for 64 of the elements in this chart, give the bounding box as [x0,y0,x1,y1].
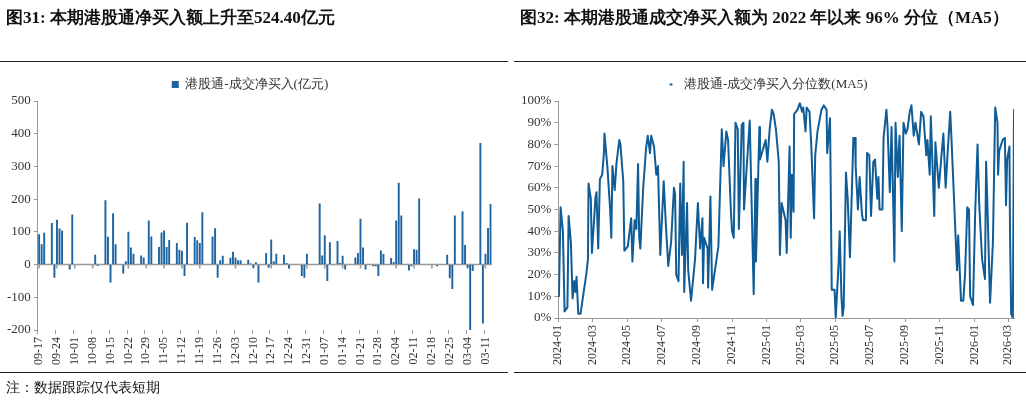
y-tick-label: 10% [527,287,552,303]
y-tick-label: 80% [527,135,552,151]
x-tick-label: 2025-09 [897,325,912,365]
x-tick-label: 10-22 [120,337,135,365]
y-tick-label: -100 [6,288,31,304]
x-tick-label: 02-18 [424,337,439,365]
y-tick-label: 100 [11,223,31,239]
y-tick-label: 20% [527,266,552,282]
x-tick-label: 12-24 [281,337,296,365]
x-tick-label: 01-07 [316,337,331,365]
x-tick-label: 10-29 [138,337,153,365]
x-tick-label: 2025-05 [827,325,842,365]
x-tick-label: 2025-07 [862,325,877,365]
x-tick-label: 01-21 [352,337,367,365]
y-tick-label: 500 [11,92,31,108]
text: 注：数据跟踪仅代表短期 [0,372,508,397]
x-tick-label: 2024-05 [619,325,634,365]
x-tick-label: 11-05 [156,337,171,365]
x-tick-label: 12-10 [245,337,260,365]
x-tick-label: 12-03 [227,337,242,365]
x-tick-label: 2026-03 [1000,325,1015,365]
x-tick-label: 10-01 [66,337,81,365]
chart-title: 图32: 本期港股通成交净买入额为 2022 年以来 96% 分位（MA5） [514,0,1026,62]
y-tick-label: 90% [527,114,552,130]
y-tick-label: 30% [527,244,552,260]
y-tick-label: 50% [527,200,552,216]
x-tick-label: 2026-01 [966,325,981,365]
x-tick-label: 12-17 [263,337,278,365]
y-tick-label: 70% [527,157,552,173]
x-tick-label: 02-25 [441,337,456,365]
x-tick-label: 11-12 [174,337,189,365]
y-tick-label: 300 [11,157,31,173]
y-tick-label: 0% [533,309,552,325]
legend-label: 港股通-成交净买入(亿元) [185,75,329,91]
x-tick-label: 03-11 [477,337,492,365]
x-tick-label: 11-26 [209,337,224,365]
y-tick-label: 60% [527,179,552,195]
legend-label: 港股通-成交净买入分位数(MA5) [684,75,868,91]
x-tick-label: 2025-03 [792,325,807,365]
y-tick-label: 40% [527,222,552,238]
x-tick-label: 02-11 [406,337,421,365]
x-tick-label: 03-04 [459,337,474,365]
x-tick-label: 09-17 [31,337,46,365]
x-tick-label: 2024-11 [724,325,739,365]
x-tick-label: 12-31 [299,337,314,365]
x-tick-label: 2025-11 [932,325,947,365]
x-tick-label: 01-28 [370,337,385,365]
x-tick-label: 11-19 [191,337,206,365]
x-tick-label: 10-08 [84,337,99,365]
x-tick-label: 02-04 [388,337,403,365]
y-tick-label: 400 [11,125,31,141]
x-tick-label: 2024-09 [689,325,704,365]
y-tick-label: -200 [6,321,31,337]
x-tick-label: 2024-07 [654,325,669,365]
x-tick-label: 10-15 [102,337,117,365]
x-tick-label: 09-24 [49,337,64,365]
x-tick-label: 2024-01 [550,325,565,365]
y-tick-label: 100% [520,92,552,108]
y-tick-label: 0 [24,256,31,271]
x-tick-label: 2025-01 [758,325,773,365]
y-tick-label: 200 [11,190,31,206]
x-tick-label: 2024-03 [584,325,599,365]
x-tick-label: 01-14 [334,337,349,365]
chart-title: 图31: 本期港股通净买入额上升至524.40亿元 [0,0,508,62]
